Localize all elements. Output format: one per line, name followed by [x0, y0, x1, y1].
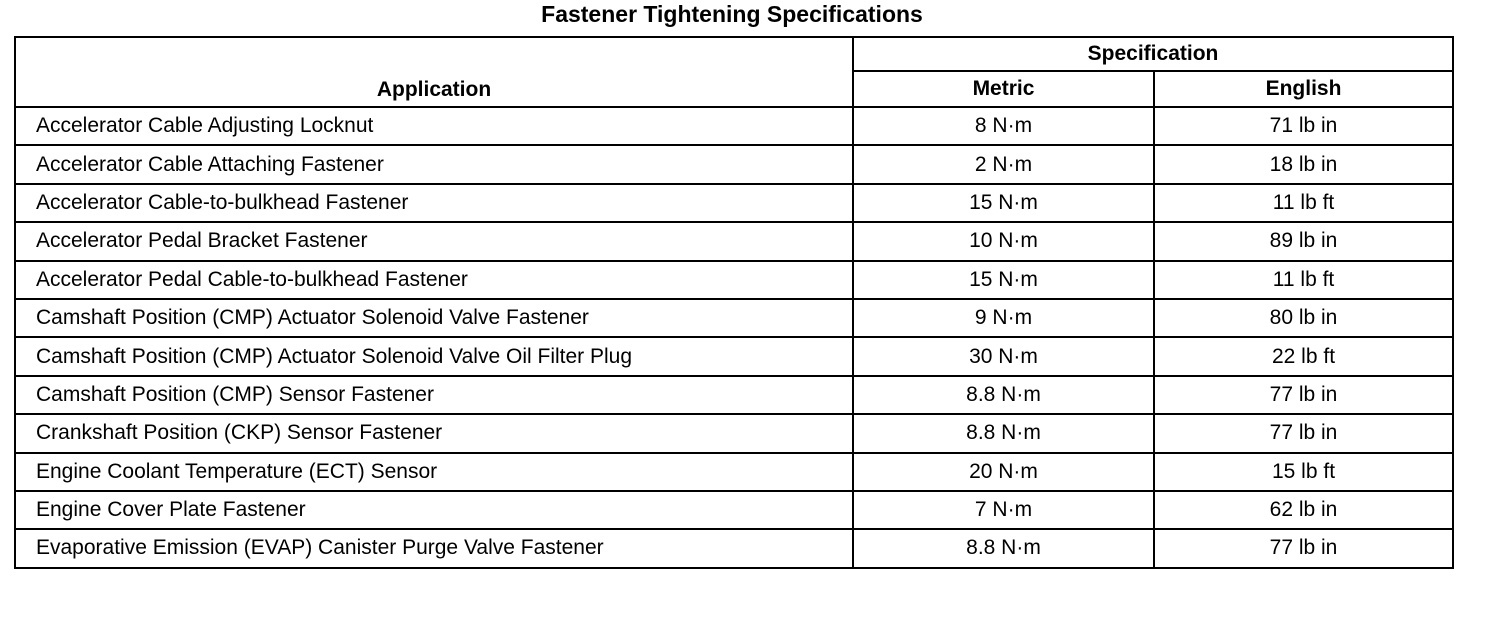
metric-cell: 8 N·m: [852, 105, 1155, 147]
table-row: Camshaft Position (CMP) Actuator Solenoi…: [14, 297, 1455, 339]
metric-cell: 8.8 N·m: [852, 528, 1155, 569]
application-cell: Accelerator Pedal Bracket Fastener: [14, 221, 854, 262]
table-row: Evaporative Emission (EVAP) Canister Pur…: [14, 528, 1455, 569]
english-cell: 77 lb in: [1152, 413, 1455, 454]
english-cell: 11 lb ft: [1152, 182, 1455, 224]
application-cell: Accelerator Pedal Cable-to-bulkhead Fast…: [14, 259, 854, 300]
table-row: Engine Cover Plate Fastener 7 N·m 62 lb in: [14, 489, 1455, 531]
header-application: Application: [14, 36, 854, 108]
metric-cell: 15 N·m: [852, 259, 1155, 300]
application-cell: Camshaft Position (CMP) Actuator Solenoi…: [14, 297, 854, 339]
application-cell: Evaporative Emission (EVAP) Canister Pur…: [14, 528, 854, 569]
table-row: Accelerator Cable-to-bulkhead Fastener 15…: [14, 182, 1455, 224]
header-english: English: [1152, 70, 1455, 108]
table-row: Camshaft Position (CMP) Actuator Solenoi…: [14, 336, 1455, 377]
table-row: Crankshaft Position (CKP) Sensor Fastene…: [14, 413, 1455, 454]
english-cell: 18 lb in: [1152, 144, 1455, 185]
table-row: Accelerator Cable Attaching Fastener 2 N·…: [14, 144, 1455, 185]
english-cell: 77 lb in: [1152, 374, 1455, 416]
metric-cell: 7 N·m: [852, 489, 1155, 531]
application-cell: Camshaft Position (CMP) Actuator Solenoi…: [14, 336, 854, 377]
metric-cell: 9 N·m: [852, 297, 1155, 339]
english-cell: 77 lb in: [1152, 528, 1455, 569]
fastener-spec-table: Application Specification Metric English…: [14, 36, 1455, 569]
application-cell: Engine Coolant Temperature (ECT) Sensor: [14, 451, 854, 492]
header-metric: Metric: [852, 70, 1155, 108]
metric-cell: 20 N·m: [852, 451, 1155, 492]
english-cell: 80 lb in: [1152, 297, 1455, 339]
metric-cell: 2 N·m: [852, 144, 1155, 185]
table-row: Accelerator Cable Adjusting Locknut 8 N·m…: [14, 105, 1455, 147]
application-cell: Crankshaft Position (CKP) Sensor Fastene…: [14, 413, 854, 454]
application-cell: Camshaft Position (CMP) Sensor Fastener: [14, 374, 854, 416]
metric-cell: 8.8 N·m: [852, 413, 1155, 454]
table-row: Accelerator Pedal Cable-to-bulkhead Fast…: [14, 259, 1455, 300]
table-row: Accelerator Pedal Bracket Fastener 10 N·m…: [14, 221, 1455, 262]
application-cell: Accelerator Cable-to-bulkhead Fastener: [14, 182, 854, 224]
page-title: Fastener Tightening Specifications: [541, 1, 923, 27]
application-cell: Engine Cover Plate Fastener: [14, 489, 854, 531]
table-row: Camshaft Position (CMP) Sensor Fastener 8…: [14, 374, 1455, 416]
application-cell: Accelerator Cable Adjusting Locknut: [14, 105, 854, 147]
english-cell: 71 lb in: [1152, 105, 1455, 147]
metric-cell: 30 N·m: [852, 336, 1155, 377]
english-cell: 11 lb ft: [1152, 259, 1455, 300]
application-cell: Accelerator Cable Attaching Fastener: [14, 144, 854, 185]
english-cell: 22 lb ft: [1152, 336, 1455, 377]
metric-cell: 15 N·m: [852, 182, 1155, 224]
metric-cell: 10 N·m: [852, 221, 1155, 262]
header-specification: Specification: [851, 36, 1455, 72]
metric-cell: 8.8 N·m: [852, 374, 1155, 416]
table-row: Engine Coolant Temperature (ECT) Sensor 2…: [14, 451, 1455, 492]
english-cell: 15 lb ft: [1152, 451, 1455, 492]
english-cell: 62 lb in: [1152, 489, 1455, 531]
english-cell: 89 lb in: [1152, 221, 1455, 262]
